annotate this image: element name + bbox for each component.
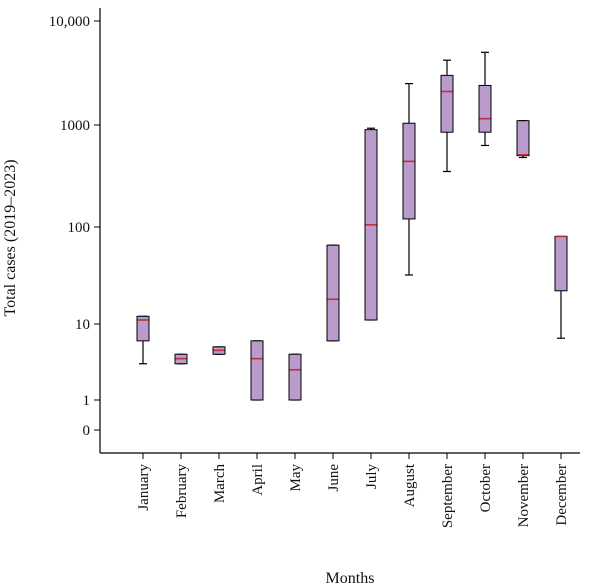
x-tick-label: January	[136, 464, 152, 511]
box-december	[554, 235, 568, 339]
box-june	[326, 244, 340, 342]
x-tick-label: October	[478, 464, 494, 512]
iqr-box	[554, 235, 568, 292]
box-july	[364, 127, 378, 321]
y-tick-label: 10	[75, 317, 90, 333]
y-axis-ticks: 0 1 10 100 1000 10,000	[49, 14, 100, 439]
box-may	[288, 353, 302, 401]
y-tick-label: 10,000	[49, 14, 90, 30]
iqr-box	[288, 353, 302, 401]
x-tick-label: June	[326, 464, 342, 492]
x-tick-label: August	[402, 463, 418, 507]
x-tick-label: July	[364, 464, 380, 490]
y-tick-label: 100	[68, 220, 91, 236]
axes	[99, 8, 580, 454]
box-september	[440, 59, 454, 173]
box-march	[212, 346, 226, 355]
iqr-box	[402, 122, 416, 220]
box-april	[250, 340, 264, 401]
box-january	[136, 315, 150, 365]
iqr-box	[250, 340, 264, 401]
box-august	[402, 83, 416, 276]
x-tick-label: December	[554, 464, 570, 526]
box-november	[516, 120, 530, 159]
iqr-box	[478, 84, 492, 133]
iqr-box	[440, 74, 454, 133]
x-axis-title: Months	[326, 570, 375, 586]
box-february	[174, 353, 188, 365]
x-tick-label: September	[440, 464, 456, 528]
y-tick-label: 1	[83, 393, 91, 409]
y-tick-label: 1000	[60, 118, 90, 134]
x-tick-label: April	[250, 464, 266, 496]
iqr-box	[136, 315, 150, 342]
iqr-box	[326, 244, 340, 342]
x-axis-ticks: January February March April May June July Augu…	[136, 453, 570, 528]
box-series	[136, 51, 568, 401]
iqr-box	[516, 120, 530, 157]
y-tick-label: 0	[83, 423, 91, 439]
x-tick-label: March	[212, 464, 228, 504]
box-october	[478, 51, 492, 147]
y-axis-title: Total cases (2019–2023)	[2, 159, 19, 316]
x-tick-label: May	[288, 464, 304, 492]
x-tick-label: February	[174, 464, 190, 519]
x-tick-label: November	[516, 464, 532, 527]
